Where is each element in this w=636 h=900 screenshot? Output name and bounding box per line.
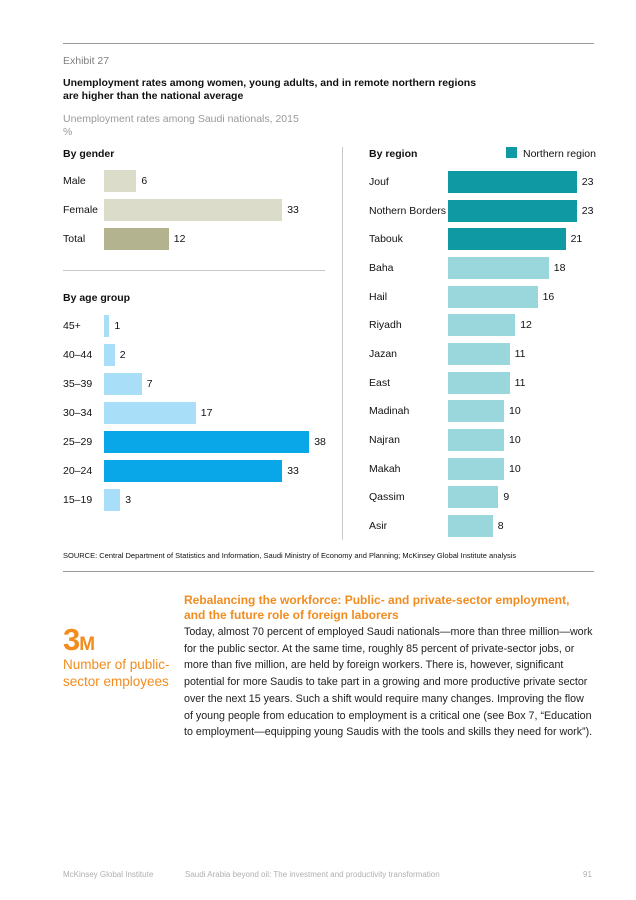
- gender-label-male: Male: [63, 175, 86, 187]
- subtitle-line1: Unemployment rates among Saudi nationals…: [63, 113, 299, 125]
- age-value-35-39: 7: [146, 378, 153, 390]
- region-value-tabouk: 21: [570, 233, 583, 246]
- region-label-madinah: Madinah: [369, 405, 410, 418]
- legend-label: Northern region: [523, 148, 596, 160]
- region-bar-madinah: [448, 400, 504, 423]
- region-label-tabouk: Tabouk: [369, 233, 403, 246]
- stat-number: 3M: [63, 622, 95, 658]
- legend-swatch: [506, 147, 517, 158]
- region-value-makah: 10: [509, 462, 521, 475]
- footer-page-number: 91: [583, 870, 592, 879]
- region-value-nothern-borders: 23: [581, 204, 594, 217]
- gender-bar-male: [104, 170, 137, 192]
- region-bar-asir: [448, 514, 493, 537]
- stat-caption: Number of public-sector employees: [63, 657, 170, 689]
- age-value-45-: 1: [114, 320, 121, 332]
- region-bar-jouf: [448, 171, 577, 193]
- footer-report-title: Saudi Arabia beyond oil: The investment …: [185, 870, 440, 879]
- age-label-40-44: 40–44: [63, 349, 93, 361]
- age-bar-30-34: [104, 402, 196, 424]
- gender-value-male: 6: [141, 175, 148, 187]
- region-bar-hail: [448, 285, 538, 308]
- age-value-40-44: 2: [119, 349, 126, 361]
- exhibit-label: Exhibit 27: [63, 55, 110, 67]
- gender-label-female: Female: [63, 204, 99, 216]
- region-bar-baha: [448, 256, 549, 279]
- age-value-25-29: 38: [314, 436, 326, 448]
- top-rule: [63, 43, 594, 44]
- region-label-makah: Makah: [369, 462, 401, 475]
- age-bar-35-39: [104, 373, 142, 395]
- region-value-asir: 8: [497, 519, 504, 532]
- region-value-baha: 18: [553, 261, 566, 274]
- age-chart-title: By age group: [63, 292, 131, 304]
- region-value-najran: 10: [509, 433, 521, 446]
- age-value-20-24: 33: [287, 465, 299, 477]
- region-label-jouf: Jouf: [369, 176, 389, 188]
- age-bar-20-24: [104, 460, 283, 482]
- region-label-baha: Baha: [369, 261, 394, 274]
- age-bar-45-: [104, 315, 110, 337]
- region-bar-riyadh: [448, 314, 516, 337]
- gender-value-female: 33: [287, 204, 299, 216]
- chart-divider-vertical: [342, 147, 343, 540]
- gender-label-total: Total: [63, 233, 86, 245]
- region-label-east: East: [369, 376, 391, 389]
- region-chart-title: By region: [369, 148, 418, 160]
- stat-number-value: 3: [63, 622, 80, 657]
- region-label-najran: Najran: [369, 433, 400, 446]
- age-label-45-: 45+: [63, 320, 81, 332]
- region-bar-east: [448, 371, 510, 394]
- age-bar-15-19: [104, 489, 121, 511]
- region-value-hail: 16: [542, 290, 555, 303]
- age-label-25-29: 25–29: [63, 436, 93, 448]
- region-bar-nothern-borders: [448, 199, 577, 222]
- age-value-30-34: 17: [200, 407, 213, 419]
- region-label-jazan: Jazan: [369, 347, 398, 360]
- source-note: SOURCE: Central Department of Statistics…: [63, 551, 517, 560]
- age-label-20-24: 20–24: [63, 465, 93, 477]
- footer-publisher: McKinsey Global Institute: [63, 870, 154, 879]
- gender-value-total: 12: [173, 233, 186, 245]
- age-label-35-39: 35–39: [63, 378, 93, 390]
- region-bar-najran: [448, 428, 504, 451]
- section-heading: Rebalancing the workforce: Public- and p…: [184, 593, 570, 622]
- region-bar-jazan: [448, 342, 510, 365]
- age-bar-25-29: [104, 431, 310, 453]
- region-bar-makah: [448, 457, 504, 480]
- region-bar-qassim: [448, 486, 499, 509]
- section-body: Today, almost 70 percent of employed Sau…: [184, 626, 593, 739]
- gender-bar-female: [104, 199, 283, 221]
- region-value-jouf: 23: [581, 176, 594, 188]
- gender-chart-title: By gender: [63, 148, 115, 160]
- exhibit-subtitle: Unemployment rates among Saudi nationals…: [63, 113, 299, 139]
- bottom-rule: [63, 571, 594, 572]
- exhibit-title: Unemployment rates among women, young ad…: [63, 77, 477, 102]
- region-value-riyadh: 12: [520, 319, 532, 332]
- subtitle-unit: %: [63, 126, 73, 138]
- age-value-15-19: 3: [125, 494, 132, 506]
- region-label-hail: Hail: [369, 290, 388, 303]
- region-label-nothern-borders: Nothern Borders: [369, 204, 447, 217]
- region-label-qassim: Qassim: [369, 491, 405, 504]
- region-value-qassim: 9: [503, 491, 510, 504]
- chart-divider-horizontal: [63, 270, 325, 271]
- region-value-jazan: 11: [514, 347, 526, 360]
- region-bar-tabouk: [448, 228, 566, 251]
- region-label-riyadh: Riyadh: [369, 319, 402, 332]
- gender-bar-total: [104, 228, 169, 250]
- region-value-east: 11: [514, 376, 526, 389]
- age-bar-40-44: [104, 344, 115, 366]
- age-label-30-34: 30–34: [63, 407, 93, 419]
- age-label-15-19: 15–19: [63, 494, 93, 506]
- region-value-madinah: 10: [509, 405, 521, 418]
- stat-number-unit: M: [79, 634, 96, 655]
- region-label-asir: Asir: [369, 519, 388, 532]
